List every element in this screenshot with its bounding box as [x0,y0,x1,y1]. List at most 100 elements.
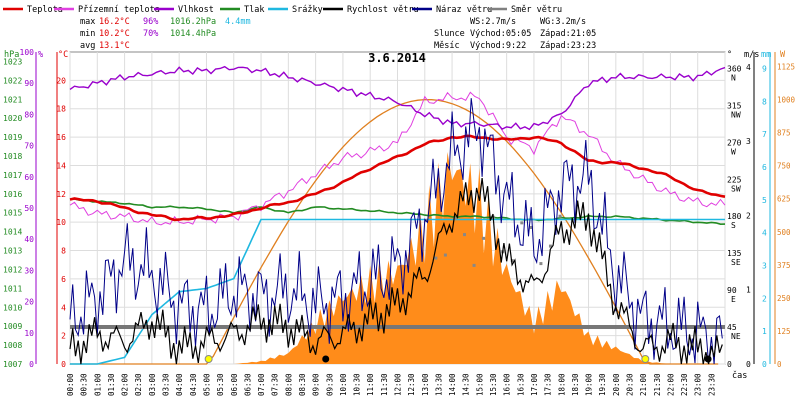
moonset-marker [704,355,712,363]
tick-time: 08:30 [298,373,307,396]
legend-label-5: Rychlost větru [347,5,419,15]
tick-time: 01:30 [107,373,116,396]
stats-min-label: min [80,29,95,39]
tick-deg: 0 [727,360,732,369]
tick-temp: 18 [56,105,66,114]
tick-hpa: 1011 [3,284,22,293]
tick-time: 04:30 [189,373,198,396]
tick-time: 12:00 [394,373,403,396]
solar-layer [70,98,725,365]
tick-temp: 6 [61,275,66,284]
tick-time: 05:30 [216,373,225,396]
line-wind-speed [69,178,723,365]
tick-time: 11:00 [366,373,375,396]
tick-mm: 1 [762,327,767,336]
sun-label: Slunce [434,29,465,39]
tick-time: 02:30 [134,373,143,396]
stats-min-temp: 10.2°C [99,29,130,39]
tick-dir: NW [731,110,741,119]
wind-direction-dot [453,217,457,221]
tick-time: 22:00 [666,373,675,396]
tick-hpa: 1018 [3,152,22,161]
tick-deg: 315 [727,101,742,110]
tick-dir: N [731,73,736,82]
tick-time: 22:30 [680,373,689,396]
tick-w: 250 [777,294,791,303]
tick-pct: 0 [29,360,34,369]
tick-time: 07:30 [271,373,280,396]
tick-mm: 2 [762,294,767,303]
tick-w: 1125 [777,63,795,72]
tick-dir: S [731,221,736,230]
tick-hpa: 1020 [3,114,22,123]
moon-rise: Východ:9:22 [470,41,526,51]
axis-unit-pct: % [38,50,43,60]
tick-pct: 60 [24,173,34,182]
wind-direction-dot [539,262,543,266]
tick-time: 09:00 [312,373,321,396]
tick-time: 16:00 [503,373,512,396]
line-pressure [69,198,726,226]
tick-w: 1000 [777,96,796,105]
tick-temp: 20 [56,76,66,85]
tick-mm: 7 [762,130,767,139]
tick-time: 15:30 [489,373,498,396]
tick-w: 0 [777,360,782,369]
tick-time: 10:00 [339,373,348,396]
tick-time: 14:30 [462,373,471,396]
legend-label-3: Tlak [244,5,264,15]
sun-set: Západ:21:05 [540,29,596,39]
tick-pct: 70 [24,142,34,151]
stats-avg-label: avg [80,41,95,51]
tick-hpa: 1009 [3,322,22,331]
tick-time: 08:00 [284,373,293,396]
tick-time: 13:30 [434,373,443,396]
tick-deg: 135 [727,249,742,258]
tick-w: 375 [777,261,791,270]
tick-dir: W [731,147,736,156]
legend-label-2: Vlhkost [178,5,214,15]
tick-pct: 30 [24,266,34,275]
legend-label-7: Směr větru [511,5,562,15]
tick-time: 20:30 [625,373,634,396]
stats-avg-temp: 13.1°C [99,41,130,51]
moonrise-marker [322,355,330,363]
tick-time: 06:00 [230,373,239,396]
tick-time: 00:30 [80,373,89,396]
tick-temp: 14 [56,161,66,170]
chart-title: 3.6.2014 [368,51,426,65]
tick-deg: 360 [727,64,742,73]
tick-pct: 80 [24,110,34,119]
stats-min-press: 1014.4hPa [170,29,216,39]
tick-pct: 20 [24,298,34,307]
tick-hpa: 1016 [3,190,22,199]
astro-block: WS:2.7m/s WG:3.2m/s Slunce Východ:05:05 … [434,17,596,51]
moon-label: Měsíc [434,41,460,51]
tick-pct: 40 [24,235,34,244]
tick-deg: 225 [727,175,742,184]
tick-time: 01:00 [93,373,102,396]
tick-time: 21:00 [639,373,648,396]
legend-label-0: Teplota [27,5,63,15]
tick-deg: 270 [727,138,742,147]
tick-time: 23:00 [694,373,703,396]
tick-time: 06:30 [243,373,252,396]
tick-deg: 45 [727,323,737,332]
tick-hpa: 1013 [3,247,22,256]
tick-ms: 2 [746,211,751,220]
tick-time: 15:00 [475,373,484,396]
tick-time: 14:00 [448,373,457,396]
series-layer [69,65,726,365]
tick-mm: 6 [762,163,767,172]
tick-hpa: 1019 [3,133,22,142]
legend-label-1: Přízemní teplota [78,5,160,15]
tick-time: 07:00 [257,373,266,396]
tick-hpa: 1008 [3,341,22,350]
tick-time: 03:00 [148,373,157,396]
sun-rise: Východ:05:05 [470,29,531,39]
tick-hpa: 1012 [3,265,22,274]
axis-unit-w: W [780,50,786,60]
tick-pct: 100 [20,48,35,57]
sunset-marker [641,355,650,363]
